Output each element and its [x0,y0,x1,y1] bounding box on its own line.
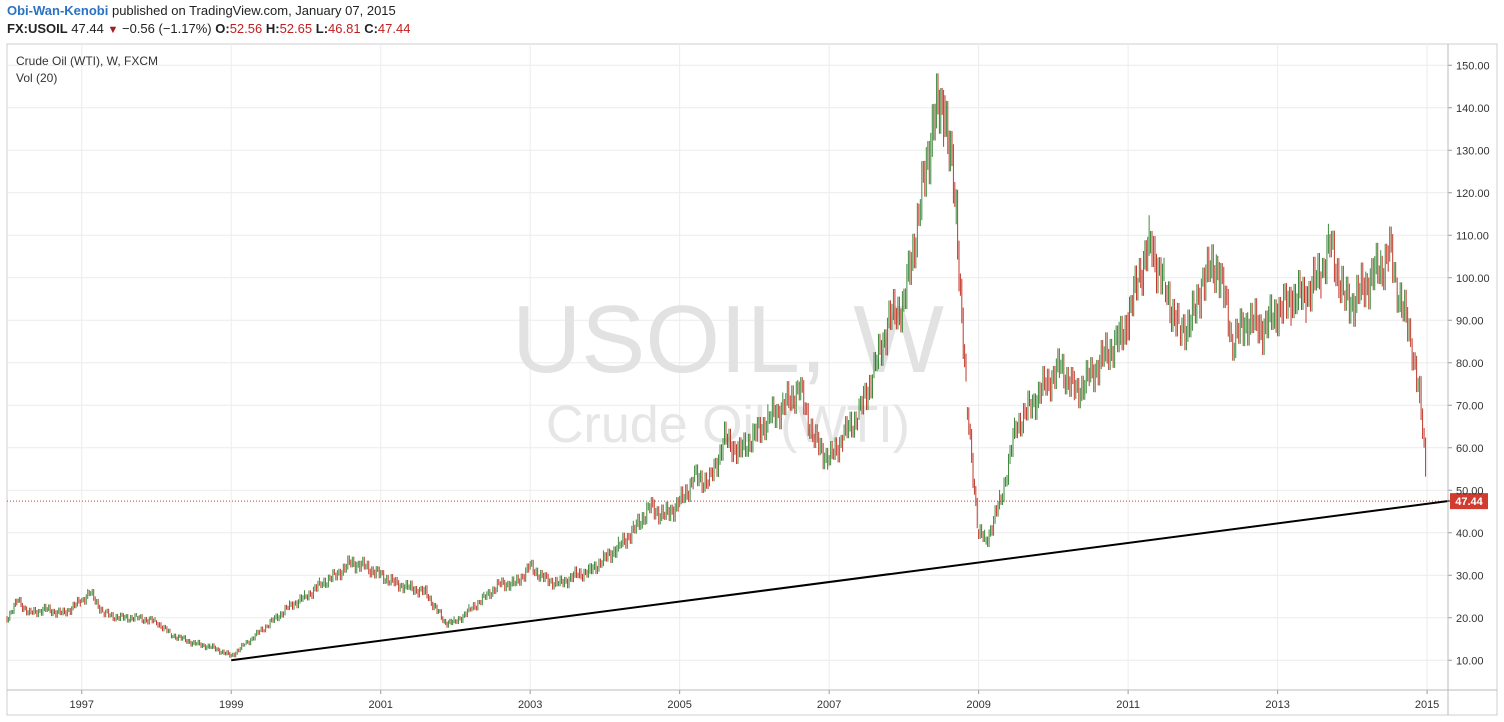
y-tick-label: 110.00 [1456,230,1489,242]
y-tick-label: 50.00 [1456,485,1484,497]
low-label: L: [315,21,329,36]
y-tick-label: 130.00 [1456,145,1490,157]
x-tick-label: 2009 [966,699,990,711]
y-tick-label: 20.00 [1456,613,1484,625]
y-tick-label: 140.00 [1456,103,1490,115]
symbol-label: FX:USOIL [7,21,68,36]
last-price-label: 47.44 [1455,496,1483,508]
overlays: 47.44 [7,493,1488,662]
y-tick-label: 60.00 [1456,443,1484,455]
y-tick-label: 120.00 [1456,188,1490,200]
x-tick-label: 1999 [219,699,243,711]
x-tick-label: 2001 [368,699,392,711]
high-value: 52.65 [279,21,313,36]
x-tick-label: 2015 [1415,699,1439,711]
open-value: 52.56 [229,21,263,36]
y-tick-label: 90.00 [1456,315,1484,327]
close-label: C: [364,21,378,36]
y-tick-label: 80.00 [1456,358,1484,370]
open-label: O: [215,21,230,36]
price-change: −0.56 (−1.17%) [121,21,212,36]
x-tick-label: 2005 [667,699,691,711]
down-arrow-icon: ▼ [107,24,119,36]
support-trendline [231,499,1450,662]
low-value: 46.81 [328,21,361,36]
last-price: 47.44 [71,21,104,36]
author-link[interactable]: Obi-Wan-Kenobi [7,3,109,18]
y-tick-label: 100.00 [1456,273,1490,285]
last-price-tag [1450,493,1488,510]
x-tick-label: 2013 [1265,699,1289,711]
y-tick-label: 70.00 [1456,400,1484,412]
volume-legend: Vol (20) [16,71,58,85]
close-value: 47.44 [377,21,411,36]
plot-area [6,43,1498,716]
y-tick-label: 40.00 [1456,528,1484,540]
y-tick-label: 10.00 [1456,655,1484,667]
series-legend: Crude Oil (WTI), W, FXCM [16,54,158,68]
published-text: published on TradingView.com, January 07… [111,3,396,18]
axes: 10.00 20.00 30.00 40.00 50.00 60.00 70.00 80.00… [7,44,1497,715]
y-tick-label: 150.00 [1456,60,1490,72]
high-label: H: [265,21,280,36]
x-tick-label: 2007 [817,699,841,711]
y-tick-label: 30.00 [1456,570,1484,582]
publish-info: Obi-Wan-Kenobi published on TradingView.… [7,3,396,18]
x-tick-label: 2003 [518,699,542,711]
x-tick-label: 1997 [69,699,93,711]
watermark: USOIL, W Crude Oil (WTI) [512,286,944,454]
price-series [6,73,1427,658]
x-tick-label: 2011 [1116,699,1140,711]
ohlc-bar: FX:USOIL 47.44 ▼ −0.56 (−1.17%) O:52.56 … [7,21,410,36]
